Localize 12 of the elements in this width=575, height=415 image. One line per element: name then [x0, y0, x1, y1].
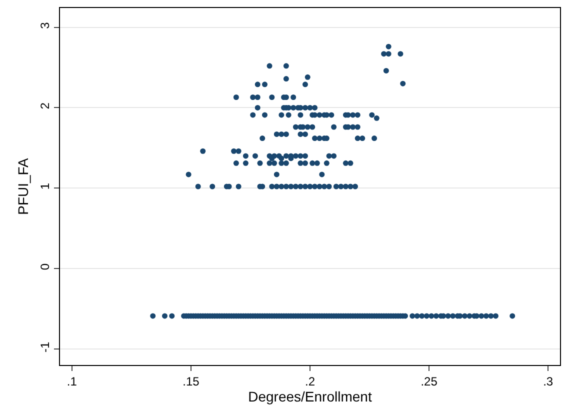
- y-tick-label: 1: [38, 182, 52, 190]
- y-tick-label: -1: [38, 341, 52, 352]
- x-tick-label: .2: [304, 374, 316, 388]
- x-tick-label: .25: [420, 374, 438, 388]
- y-axis-title: PFUI_FA: [14, 157, 31, 215]
- x-axis-title: Degrees/Enrollment: [248, 388, 372, 405]
- x-tick-label: .3: [543, 374, 554, 388]
- x-tick-label: .1: [66, 374, 78, 388]
- x-tick-label: .15: [182, 374, 200, 388]
- y-tick-label: 2: [38, 102, 52, 110]
- y-tick-label: 3: [38, 22, 52, 29]
- y-tick-label: 0: [38, 263, 52, 270]
